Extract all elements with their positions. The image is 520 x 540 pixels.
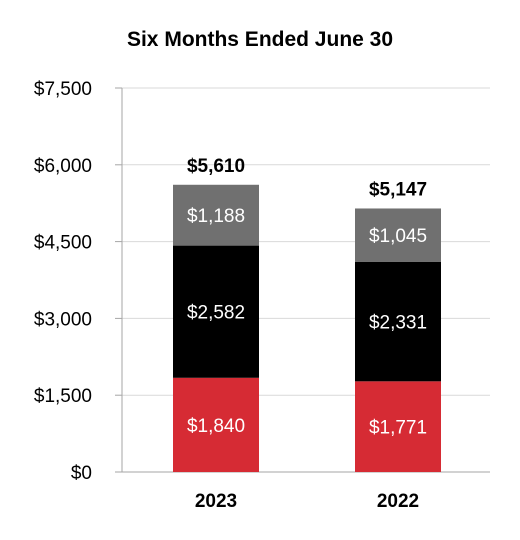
bar-segment bbox=[355, 381, 441, 472]
y-tick-label: $4,500 bbox=[34, 233, 92, 254]
bar-segment bbox=[173, 245, 259, 378]
bar-segment bbox=[355, 208, 441, 262]
x-tick-label: 2023 bbox=[195, 491, 237, 512]
bar-segment bbox=[173, 377, 259, 472]
data-label: $2,331 bbox=[369, 313, 427, 334]
y-tick-label: $7,500 bbox=[34, 79, 92, 100]
x-tick-label: 2022 bbox=[377, 491, 419, 512]
bar-segment bbox=[355, 261, 441, 382]
y-tick-label: $3,000 bbox=[34, 309, 92, 330]
data-label: $1,840 bbox=[187, 416, 245, 437]
y-tick-label: $6,000 bbox=[34, 156, 92, 177]
data-label: $1,188 bbox=[187, 206, 245, 227]
data-label: $1,045 bbox=[369, 226, 427, 247]
data-label: $1,771 bbox=[369, 418, 427, 439]
total-label: $5,610 bbox=[187, 156, 245, 177]
total-label: $5,147 bbox=[369, 179, 427, 200]
bar-segment bbox=[173, 184, 259, 246]
data-label: $2,582 bbox=[187, 303, 245, 324]
y-tick-label: $0 bbox=[71, 463, 92, 484]
y-tick-label: $1,500 bbox=[34, 386, 92, 407]
chart-title: Six Months Ended June 30 bbox=[126, 28, 394, 51]
